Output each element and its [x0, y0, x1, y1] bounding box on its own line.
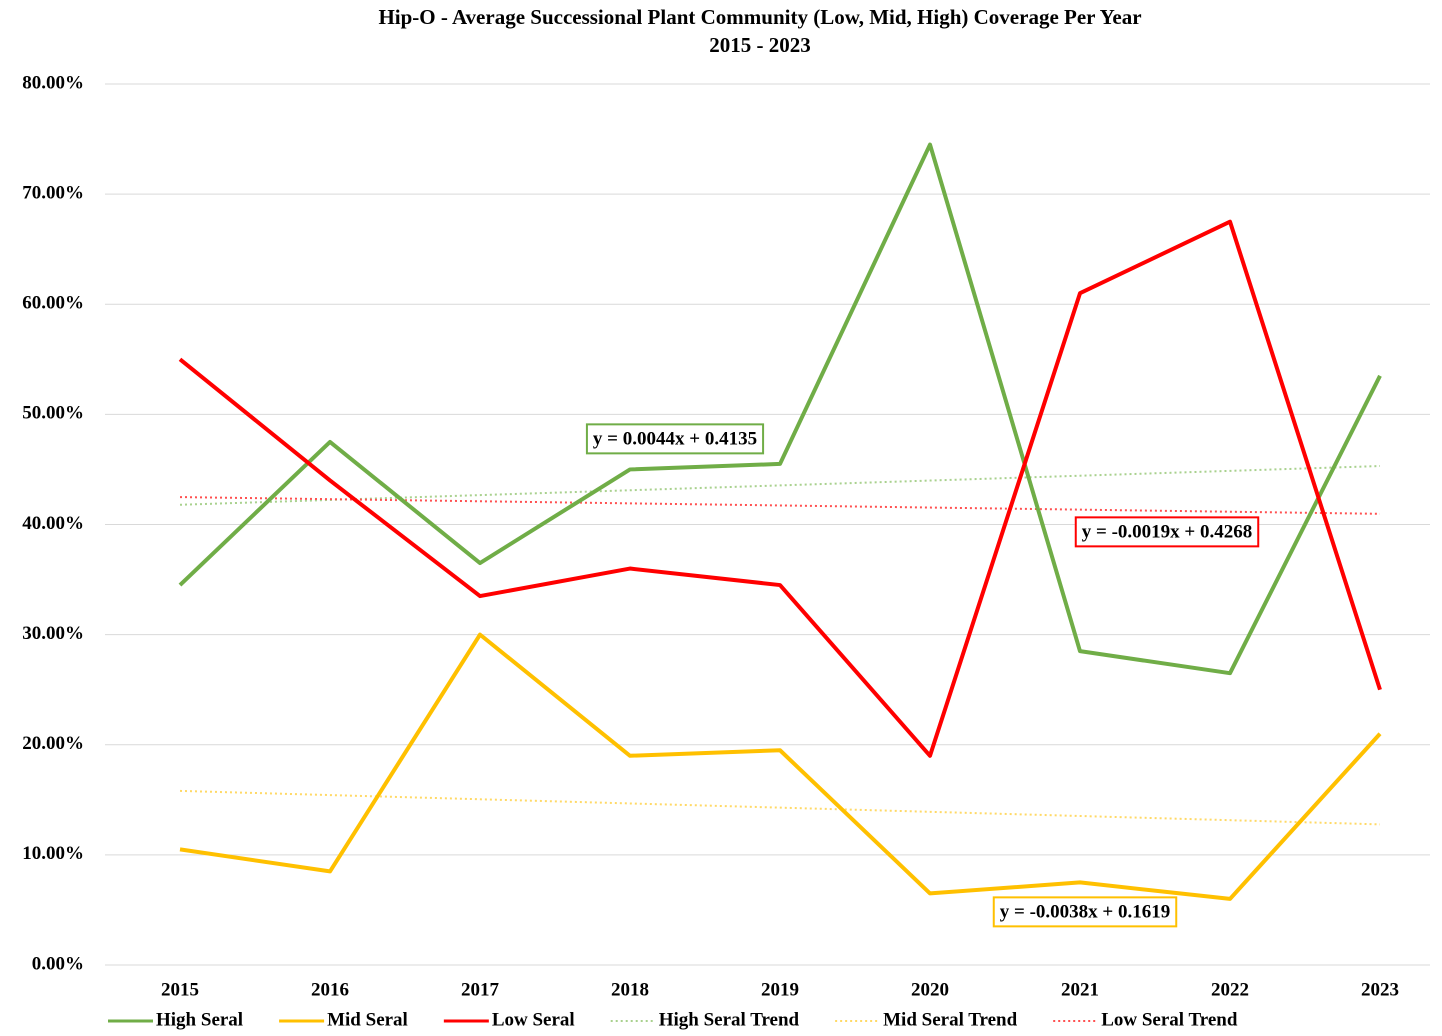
- x-tick-label: 2020: [911, 979, 949, 1000]
- annotation-box: [585, 423, 765, 455]
- annotation: y = -0.0019x + 0.4268: [1082, 521, 1252, 542]
- y-tick-label: 80.00%: [22, 72, 84, 93]
- y-tick-label: 40.00%: [22, 513, 84, 534]
- legend-label: Mid Seral Trend: [883, 1009, 1018, 1030]
- y-tick-label: 30.00%: [22, 623, 84, 644]
- y-tick-label: 10.00%: [22, 843, 84, 864]
- series-line: [178, 142, 1382, 676]
- legend-label: High Seral Trend: [659, 1009, 800, 1030]
- y-tick-label: 50.00%: [22, 403, 84, 424]
- legend-label: Low Seral Trend: [1101, 1009, 1238, 1030]
- annotation: y = -0.0038x + 0.1619: [1000, 901, 1170, 922]
- x-tick-label: 2017: [461, 979, 500, 1000]
- series-line: [179, 632, 1382, 901]
- series-line: [179, 465, 1381, 506]
- chart-subtitle: 2015 - 2023: [709, 33, 811, 57]
- x-tick-label: 2019: [761, 979, 799, 1000]
- x-tick-label: 2021: [1061, 979, 1099, 1000]
- series-line: [179, 789, 1381, 826]
- x-tick-label: 2015: [161, 979, 199, 1000]
- legend-label: Mid Seral: [327, 1009, 408, 1030]
- y-tick-label: 60.00%: [22, 293, 84, 314]
- y-tick-label: 20.00%: [22, 733, 84, 754]
- y-tick-label: 0.00%: [32, 953, 84, 974]
- legend-label: High Seral: [156, 1009, 243, 1030]
- legend-label: Low Seral: [492, 1009, 575, 1030]
- x-tick-label: 2022: [1211, 979, 1249, 1000]
- annotation-box: [1074, 516, 1260, 548]
- x-tick-label: 2023: [1361, 979, 1399, 1000]
- x-tick-label: 2018: [611, 979, 649, 1000]
- y-tick-label: 70.00%: [22, 182, 84, 203]
- series-line: [179, 496, 1381, 515]
- annotation: y = 0.0044x + 0.4135: [593, 428, 757, 449]
- series-line: [178, 219, 1382, 758]
- x-tick-label: 2016: [311, 979, 349, 1000]
- annotation-box: [992, 896, 1178, 928]
- chart-title: Hip-O - Average Successional Plant Commu…: [378, 5, 1141, 29]
